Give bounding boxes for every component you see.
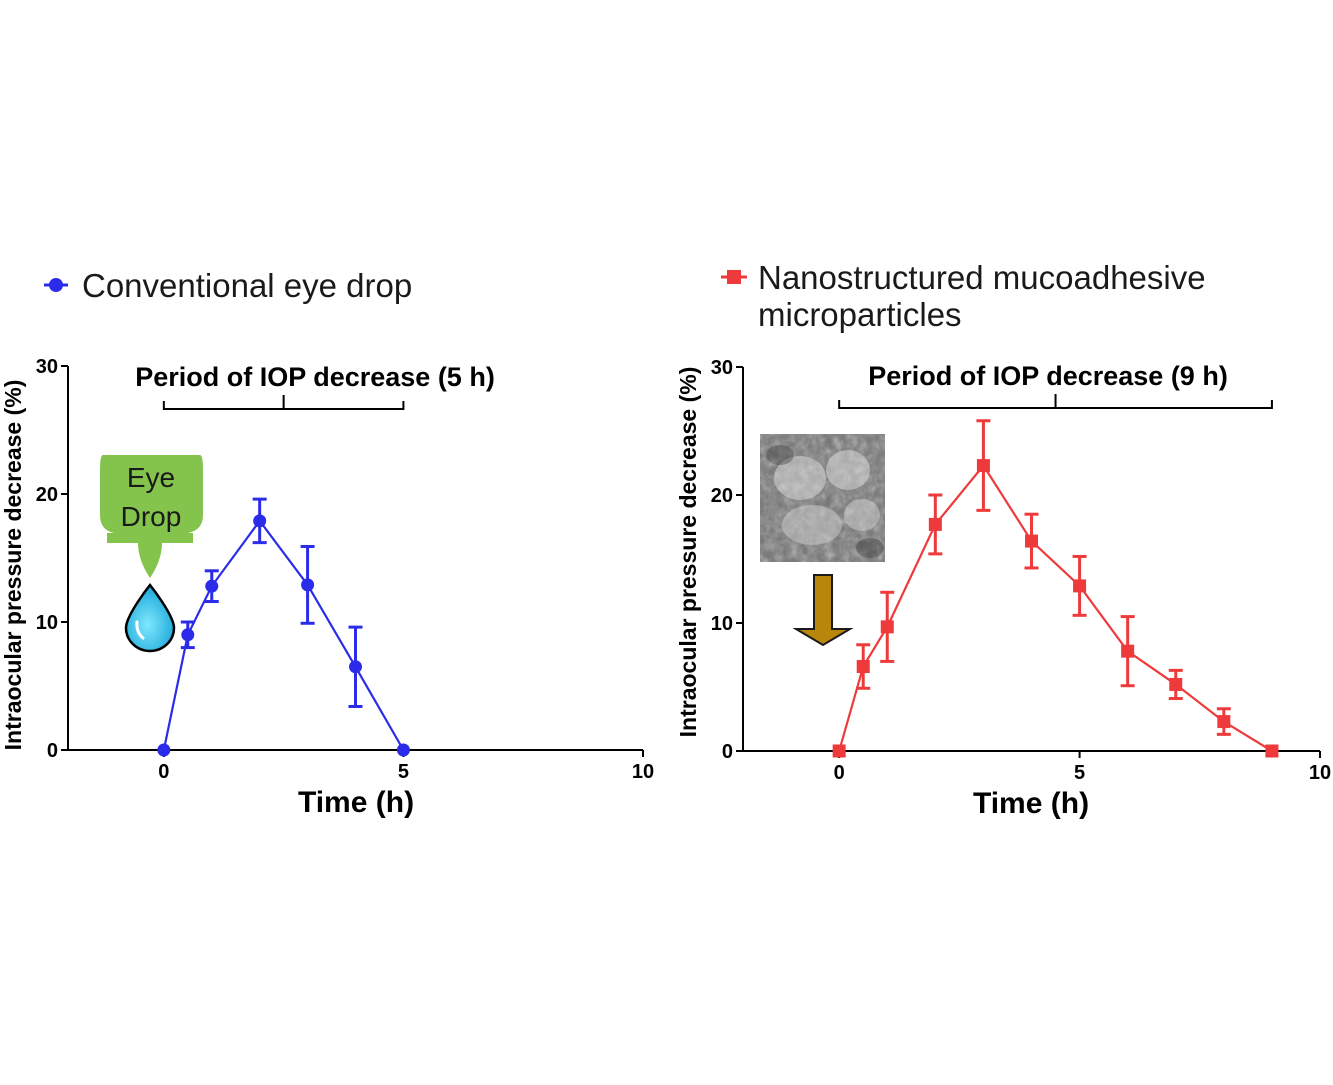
- water-droplet-icon: [124, 582, 176, 653]
- series-line: [162, 519, 405, 751]
- x-tick-label: 10: [632, 761, 654, 783]
- legend-marker-circle: [44, 278, 68, 292]
- y-tick-label: 30: [711, 357, 733, 379]
- data-point: [1073, 579, 1087, 593]
- legend-label-nanostructured-line2: microparticles: [758, 296, 962, 333]
- data-point: [880, 620, 894, 634]
- series-line: [838, 463, 1273, 752]
- period-bracket-right: [838, 394, 1273, 409]
- data-point: [1025, 534, 1038, 548]
- plot-right: [832, 419, 1279, 758]
- period-bracket-left: [162, 395, 405, 410]
- eye-drop-label-line2: Drop: [121, 501, 182, 532]
- y-tick-label: 0: [47, 740, 58, 762]
- x-tick-label: 0: [158, 761, 169, 783]
- x-tick-label: 5: [398, 761, 409, 783]
- period-annotation-left: Period of IOP decrease (5 h): [135, 362, 495, 392]
- legend-label-conventional: Conventional eye drop: [82, 267, 412, 304]
- y-tick-label: 20: [711, 485, 733, 507]
- y-tick-label: 30: [36, 356, 58, 378]
- x-axis-label-right: Time (h): [973, 787, 1089, 820]
- data-point: [976, 459, 990, 473]
- data-point: [832, 744, 846, 758]
- axes-left: 0 10 20 30 0 5 10: [36, 356, 654, 783]
- left-legend: Conventional eye drop: [44, 267, 412, 304]
- y-tick-label: 10: [36, 612, 58, 634]
- microparticle-sem-image: [760, 434, 885, 562]
- y-tick-label: 0: [722, 741, 733, 763]
- x-tick-label: 0: [834, 762, 845, 784]
- data-point: [349, 660, 362, 674]
- y-tick-label: 10: [711, 613, 733, 635]
- data-point: [1169, 677, 1183, 691]
- data-point: [1265, 744, 1279, 758]
- down-arrow-icon: [792, 574, 854, 647]
- x-tick-label: 10: [1309, 762, 1331, 784]
- legend-marker-square: [721, 270, 747, 284]
- data-point: [856, 660, 870, 674]
- y-axis-label-left: Intraocular pressure decrease (%): [0, 380, 26, 751]
- y-tick-label: 20: [36, 484, 58, 506]
- x-tick-label: 5: [1074, 762, 1085, 784]
- data-point: [181, 628, 195, 642]
- data-point: [396, 743, 410, 757]
- eye-drop-bottle-icon: Eye Drop: [100, 455, 203, 653]
- eye-drop-label-line1: Eye: [127, 462, 175, 493]
- legend-label-nanostructured-line1: Nanostructured mucoadhesive: [758, 259, 1206, 296]
- right-panel: Nanostructured mucoadhesive microparticl…: [675, 259, 1331, 820]
- data-point: [205, 579, 219, 593]
- data-point: [1121, 644, 1135, 658]
- data-point: [301, 578, 315, 592]
- y-axis-label-right: Intraocular pressure decrease (%): [675, 367, 701, 738]
- data-point: [1217, 715, 1231, 729]
- x-axis-label-left: Time (h): [298, 786, 414, 819]
- data-point: [157, 743, 171, 757]
- left-panel: Conventional eye drop Period of IOP decr…: [0, 267, 654, 819]
- plot-left: [157, 497, 410, 757]
- axes-right: 0 10 20 30 0 5 10: [711, 357, 1331, 784]
- right-legend: Nanostructured mucoadhesive microparticl…: [721, 259, 1206, 333]
- data-point: [928, 517, 942, 531]
- data-point: [253, 514, 267, 528]
- period-annotation-right: Period of IOP decrease (9 h): [868, 361, 1228, 391]
